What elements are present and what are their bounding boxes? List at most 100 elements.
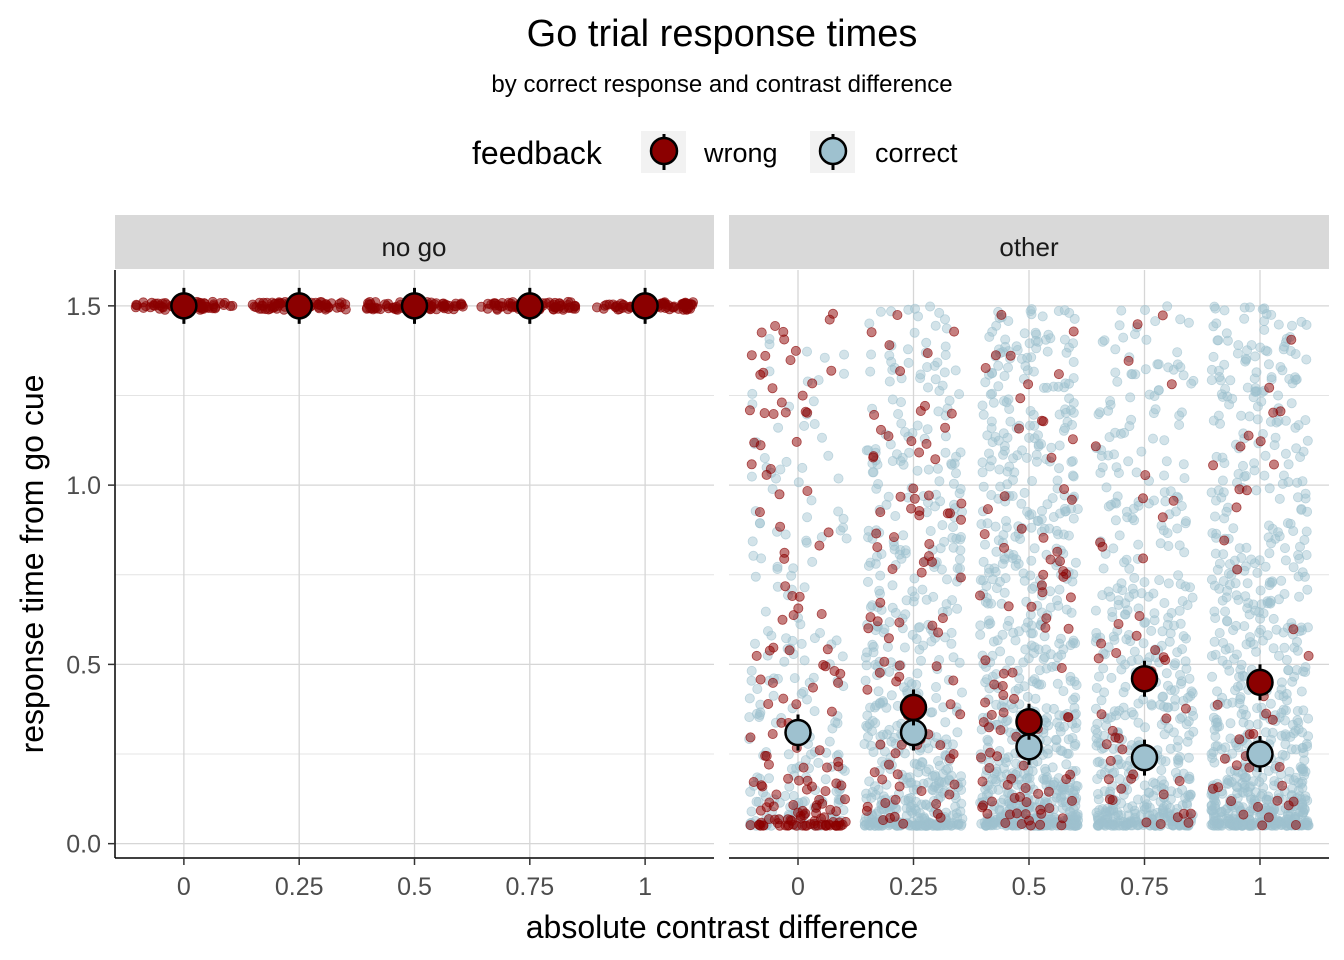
jitter-point-correct — [980, 677, 991, 688]
mean-point-correct — [784, 718, 812, 747]
jitter-point-wrong — [1055, 556, 1066, 567]
jitter-point-correct — [904, 447, 915, 458]
jitter-point-correct — [1120, 659, 1131, 670]
jitter-point-correct — [868, 747, 879, 758]
jitter-point-wrong — [999, 491, 1010, 502]
jitter-point-correct — [909, 327, 920, 338]
jitter-point-correct — [1293, 717, 1304, 728]
jitter-point-correct — [1130, 329, 1141, 340]
jitter-point-wrong — [1056, 663, 1067, 674]
jitter-point-wrong — [1107, 795, 1118, 806]
jitter-point-correct — [1286, 398, 1297, 409]
jitter-point-wrong — [1043, 786, 1054, 797]
jitter-point-correct — [867, 787, 878, 798]
jitter-point-correct — [1181, 798, 1192, 809]
jitter-point-correct — [898, 459, 909, 470]
jitter-point-correct — [982, 518, 993, 529]
jitter-point-correct — [1022, 691, 1033, 702]
jitter-point-correct — [786, 570, 797, 581]
jitter-point-correct — [1133, 794, 1144, 805]
jitter-point-correct — [893, 408, 904, 419]
jitter-point-wrong — [776, 397, 787, 408]
jitter-point-correct — [1116, 578, 1127, 589]
jitter-point-correct — [1249, 373, 1260, 384]
jitter-point-correct — [1175, 314, 1186, 325]
jitter-point-wrong — [1185, 808, 1196, 819]
jitter-point-wrong — [1067, 795, 1078, 806]
jitter-point-wrong — [920, 400, 931, 411]
legend: feedback wrong correct — [472, 131, 958, 173]
jitter-point-correct — [946, 770, 957, 781]
jitter-point-correct — [884, 376, 895, 387]
jitter-point-wrong — [814, 540, 825, 551]
x-tick-label: 0.25 — [889, 873, 938, 901]
jitter-point-correct — [1065, 671, 1076, 682]
jitter-point-correct — [802, 346, 813, 357]
jitter-point-correct — [1125, 392, 1136, 403]
mean-point-wrong — [516, 292, 544, 320]
jitter-point-correct — [1030, 327, 1041, 338]
jitter-point-correct — [1039, 652, 1050, 663]
jitter-point-wrong — [984, 763, 995, 774]
jitter-point-correct — [799, 655, 810, 666]
jitter-point-correct — [1210, 613, 1221, 624]
x-ticks-no-go: 0 0.25 0.5 0.75 1 — [177, 858, 652, 901]
jitter-point-wrong — [802, 775, 813, 786]
jitter-point-correct — [903, 344, 914, 355]
jitter-point-wrong — [986, 709, 997, 720]
jitter-point-correct — [1052, 475, 1063, 486]
jitter-point-correct — [1212, 686, 1223, 697]
jitter-point-wrong — [794, 591, 805, 602]
jitter-point-wrong — [1046, 452, 1057, 463]
jitter-point-wrong — [833, 677, 844, 688]
jitter-point-correct — [932, 357, 943, 368]
jitter-point-correct — [881, 702, 892, 713]
jitter-point-wrong — [779, 334, 790, 345]
jitter-point-correct — [1271, 624, 1282, 635]
jitter-point-wrong — [777, 614, 788, 625]
jitter-point-correct — [780, 529, 791, 540]
jitter-point-correct — [940, 431, 951, 442]
jitter-point-wrong — [1033, 788, 1044, 799]
jitter-point-wrong — [1096, 638, 1107, 649]
jitter-point-correct — [1002, 466, 1013, 477]
jitter-point-correct — [937, 380, 948, 391]
jitter-point-correct — [1069, 702, 1080, 713]
jitter-point-correct — [1023, 653, 1034, 664]
y-tick-label: 0.5 — [66, 651, 101, 679]
jitter-point-wrong — [678, 304, 689, 315]
jitter-point-correct — [1093, 794, 1104, 805]
jitter-point-wrong — [946, 408, 957, 419]
jitter-point-correct — [1005, 416, 1016, 427]
jitter-point-correct — [986, 455, 997, 466]
jitter-point-correct — [993, 784, 1004, 795]
jitter-point-wrong — [883, 431, 894, 442]
jitter-point-correct — [909, 591, 920, 602]
jitter-point-correct — [925, 301, 936, 312]
jitter-point-correct — [1264, 520, 1275, 531]
jitter-point-wrong — [1052, 546, 1063, 557]
jitter-point-correct — [1061, 347, 1072, 358]
jitter-point-correct — [1104, 432, 1115, 443]
jitter-point-wrong — [887, 564, 898, 575]
jitter-point-wrong — [1253, 801, 1264, 812]
jitter-point-correct — [1067, 576, 1078, 587]
jitter-point-correct — [1274, 816, 1285, 827]
jitter-point-correct — [773, 422, 784, 433]
jitter-point-correct — [947, 817, 958, 828]
jitter-point-correct — [802, 512, 813, 523]
jitter-point-correct — [896, 553, 907, 564]
jitter-point-correct — [865, 702, 876, 713]
facet-strip-other — [729, 215, 1329, 269]
jitter-point-wrong — [808, 682, 819, 693]
jitter-point-correct — [809, 706, 820, 717]
jitter-point-wrong — [955, 709, 966, 720]
jitter-point-correct — [980, 820, 991, 831]
jitter-point-correct — [1066, 456, 1077, 467]
jitter-point-correct — [1042, 772, 1053, 783]
jitter-point-correct — [1014, 673, 1025, 684]
jitter-point-correct — [1108, 543, 1119, 554]
jitter-point-correct — [1277, 478, 1288, 489]
jitter-point-correct — [837, 651, 848, 662]
jitter-point-wrong — [890, 794, 901, 805]
